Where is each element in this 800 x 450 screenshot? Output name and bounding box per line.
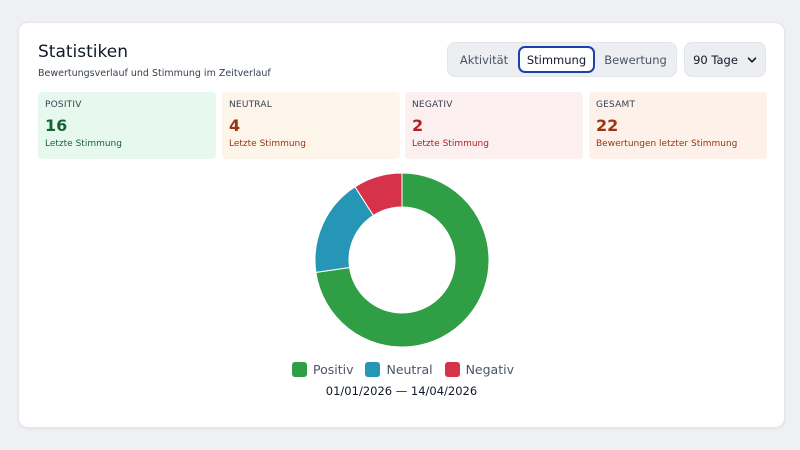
stat-value: 16 xyxy=(45,116,68,135)
view-tabs: Aktivität Stimmung Bewertung xyxy=(447,42,677,77)
page-subtitle: Bewertungsverlauf und Stimmung im Zeitve… xyxy=(38,68,271,79)
legend-item-neutral[interactable]: Neutral xyxy=(365,361,433,377)
stat-card-neutral: NEUTRAL 4 Letzte Stimmung xyxy=(222,92,400,159)
chevron-down-icon xyxy=(747,56,757,63)
period-select-value: 90 Tage xyxy=(693,52,738,67)
tab-aktivitaet[interactable]: Aktivität xyxy=(459,52,509,67)
sentiment-donut-chart xyxy=(314,172,490,348)
legend-item-positiv[interactable]: Positiv xyxy=(292,361,354,377)
date-range: 01/01/2026 — 14/04/2026 xyxy=(325,384,478,398)
legend-swatch xyxy=(365,361,381,377)
stat-label: POSITIV xyxy=(45,100,82,110)
chart-legend: Positiv Neutral Negativ xyxy=(292,359,514,379)
stat-value: 22 xyxy=(596,116,619,135)
donut-slice-positiv[interactable] xyxy=(315,172,490,348)
stat-caption: Letzte Stimmung xyxy=(229,139,306,149)
stat-label: NEGATIV xyxy=(412,100,453,110)
page-title: Statistiken xyxy=(38,42,128,62)
legend-label: Negativ xyxy=(465,361,514,377)
donut-slice-negativ[interactable] xyxy=(354,172,403,217)
stat-caption: Letzte Stimmung xyxy=(45,139,122,149)
stat-caption: Bewertungen letzter Stimmung xyxy=(596,139,738,149)
stat-value: 2 xyxy=(412,116,424,135)
tab-bewertung[interactable]: Bewertung xyxy=(604,52,667,67)
stat-card-gesamt: GESAMT 22 Bewertungen letzter Stimmung xyxy=(589,92,767,159)
stat-card-negativ: NEGATIV 2 Letzte Stimmung xyxy=(405,92,583,159)
stat-label: GESAMT xyxy=(596,100,636,110)
tab-stimmung[interactable]: Stimmung xyxy=(518,46,595,73)
period-select[interactable]: 90 Tage xyxy=(684,42,766,77)
legend-swatch xyxy=(444,361,460,377)
statistics-card: Statistiken Bewertungsverlauf und Stimmu… xyxy=(18,22,785,428)
legend-swatch xyxy=(292,361,307,377)
legend-item-negativ[interactable]: Negativ xyxy=(444,361,514,377)
legend-label: Positiv xyxy=(313,361,354,377)
legend-label: Neutral xyxy=(386,361,433,377)
stat-label: NEUTRAL xyxy=(229,100,272,110)
stat-caption: Letzte Stimmung xyxy=(412,139,489,149)
stat-card-positiv: POSITIV 16 Letzte Stimmung xyxy=(38,92,216,159)
stat-value: 4 xyxy=(229,116,241,135)
